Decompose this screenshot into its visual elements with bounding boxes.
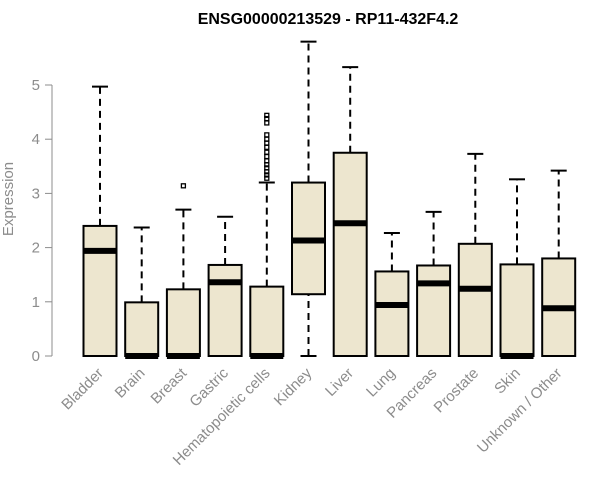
outlier-point [264, 132, 270, 138]
outlier-point [264, 158, 270, 164]
box-iqr [249, 285, 285, 357]
y-tick-label: 2 [32, 240, 40, 257]
box-iqr [416, 264, 452, 357]
box-iqr [499, 263, 535, 358]
box-iqr [457, 242, 493, 357]
box-iqr [82, 224, 118, 357]
box-group [457, 152, 493, 357]
x-category-label: Breast [148, 364, 191, 407]
box-group [165, 183, 201, 359]
box-iqr [374, 270, 410, 357]
x-category-label: Skin [491, 365, 524, 398]
x-category-label: Bladder [58, 365, 107, 414]
y-tick-label: 5 [32, 77, 40, 94]
outlier-point [264, 153, 270, 160]
box-group [249, 112, 285, 359]
y-axis-label: Expression [0, 162, 17, 236]
box-group [541, 169, 577, 357]
box-group [124, 226, 160, 359]
outlier-point [264, 175, 270, 181]
box-iqr [165, 288, 201, 358]
chart-title: ENSG00000213529 - RP11-432F4.2 [198, 11, 459, 28]
box-group [82, 85, 118, 357]
box-iqr [332, 151, 368, 357]
x-category-label: Prostate [431, 365, 483, 417]
y-tick-label: 1 [32, 294, 40, 311]
box-iqr [207, 263, 243, 357]
y-axis: 0 1 2 3 4 5 [32, 77, 53, 365]
outlier-point [264, 136, 270, 142]
box-group [416, 210, 452, 357]
box-group [499, 178, 535, 359]
outlier-point [264, 144, 270, 150]
x-category-label: Brain [112, 365, 149, 402]
box-group [374, 231, 410, 357]
box-group [291, 40, 326, 357]
outlier-point [264, 149, 270, 155]
x-category-label: Lung [363, 365, 399, 401]
y-tick-label: 3 [32, 185, 40, 202]
outlier-point [264, 120, 270, 126]
outlier-point [264, 165, 270, 171]
outlier-point [264, 115, 270, 122]
box-group [332, 66, 368, 357]
box-series [82, 40, 577, 359]
x-category-label: Liver [322, 365, 357, 400]
outlier-point [180, 183, 187, 189]
y-tick-label: 4 [32, 131, 40, 148]
y-tick-label: 0 [32, 348, 40, 365]
box-group [207, 215, 243, 357]
x-category-label: Kidney [271, 364, 316, 409]
outlier-point [264, 112, 270, 119]
outlier-point [264, 172, 270, 178]
box-iqr [124, 301, 160, 358]
